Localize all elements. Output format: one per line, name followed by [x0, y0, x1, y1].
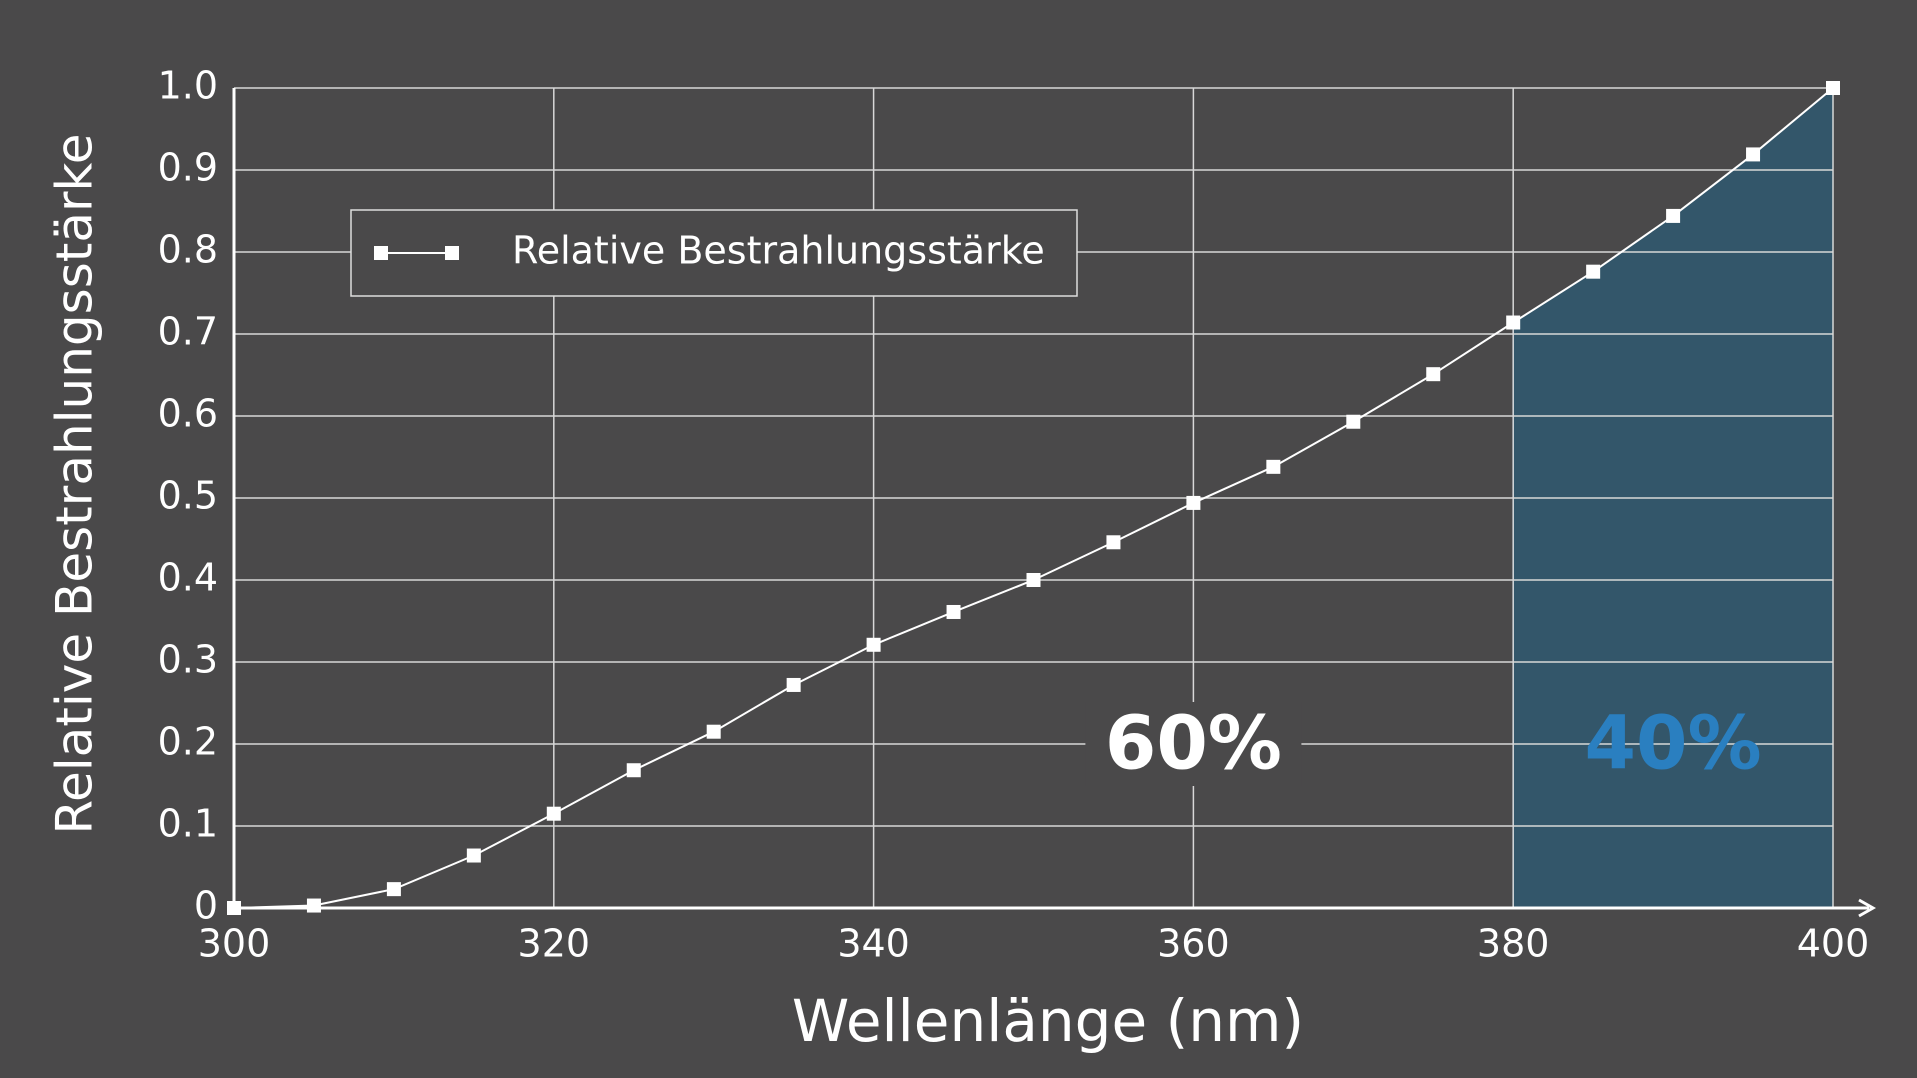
data-point: [866, 637, 881, 652]
legend-marker: [445, 246, 459, 260]
y-tick-label: 0: [194, 884, 218, 928]
x-tick-label: 360: [1157, 922, 1230, 966]
x-axis-label: Wellenlänge (nm): [792, 987, 1304, 1055]
data-point: [1506, 315, 1521, 330]
data-point: [626, 763, 641, 778]
x-tick-label: 340: [837, 922, 910, 966]
data-point: [466, 848, 481, 863]
x-tick-label: 320: [518, 922, 591, 966]
data-point: [1746, 147, 1761, 162]
data-point: [1826, 81, 1840, 95]
y-tick-label: 0.5: [158, 474, 218, 518]
y-tick-label: 0.6: [158, 392, 218, 436]
y-tick-label: 0.9: [158, 146, 218, 190]
data-point: [946, 604, 961, 619]
data-point: [227, 901, 241, 915]
x-tick-label: 380: [1477, 922, 1550, 966]
y-tick-label: 1.0: [158, 64, 218, 108]
data-point: [1346, 414, 1361, 429]
annotation: 40%: [1585, 701, 1762, 787]
data-point: [786, 677, 801, 692]
data-point: [1186, 495, 1201, 510]
y-tick-label: 0.8: [158, 228, 218, 272]
x-tick-label: 400: [1797, 922, 1870, 966]
y-tick-label: 0.7: [158, 310, 218, 354]
legend-marker: [374, 246, 388, 260]
y-tick-label: 0.3: [158, 638, 218, 682]
data-point: [706, 724, 721, 739]
y-tick-label: 0.4: [158, 556, 218, 600]
y-axis-label: Relative Bestrahlungsstärke: [46, 134, 104, 835]
data-point: [1026, 573, 1041, 587]
data-point: [1426, 367, 1441, 382]
annotation-background: [1085, 702, 1302, 786]
y-tick-label: 0.2: [158, 720, 218, 764]
legend-box: [350, 209, 1078, 297]
data-point: [1586, 264, 1601, 279]
data-point: [546, 806, 561, 821]
data-point: [1266, 459, 1281, 474]
legend-label: Relative Bestrahlungsstärke: [512, 229, 1045, 273]
annotation: 60%: [1105, 701, 1282, 787]
data-point: [306, 898, 321, 913]
x-tick-label: 300: [198, 922, 271, 966]
data-point: [386, 882, 401, 897]
data-point: [1106, 535, 1121, 550]
x-axis-arrow: [1858, 898, 1877, 918]
data-point: [1666, 208, 1681, 223]
y-tick-label: 0.1: [158, 802, 218, 846]
